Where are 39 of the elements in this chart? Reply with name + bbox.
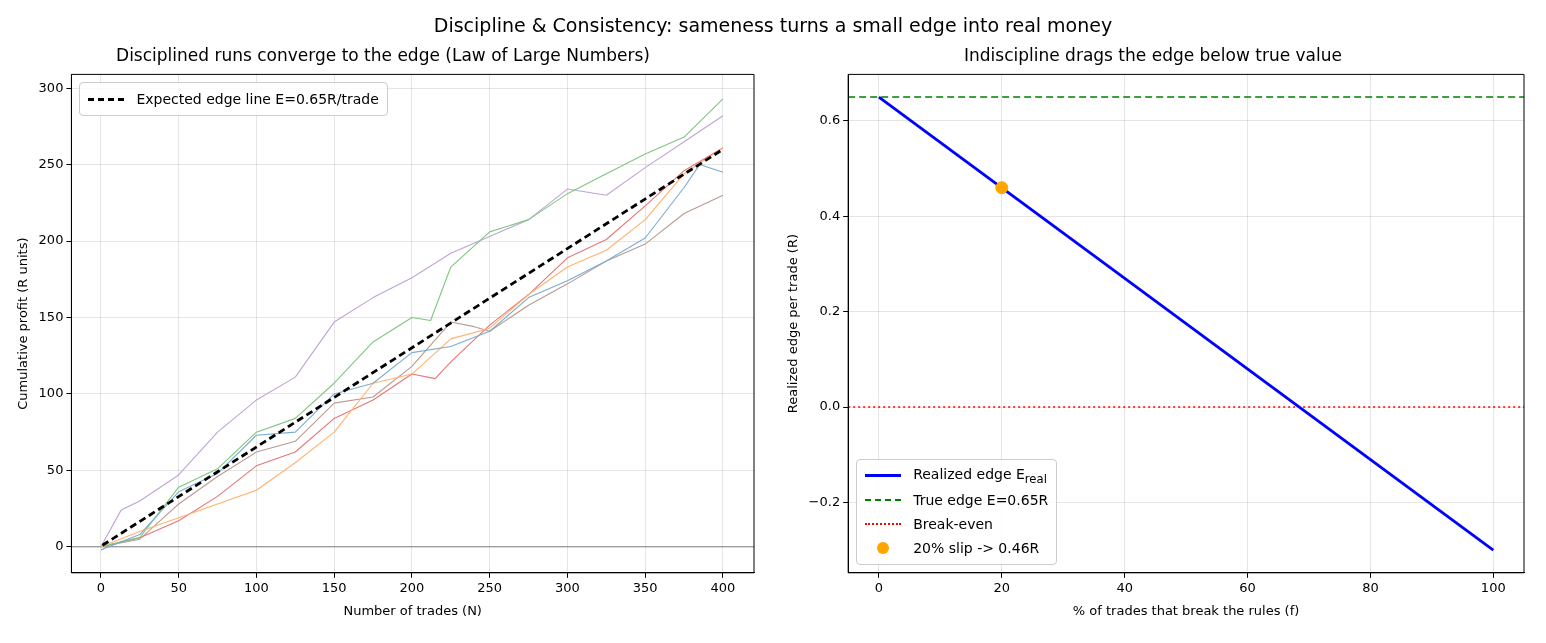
y-tick-label: 300	[38, 79, 64, 95]
chart-title: Disciplined runs converge to the edge (Law of Large Numbers)	[116, 44, 650, 65]
x-tick-label: 0	[874, 579, 884, 595]
x-tick-label: 250	[477, 579, 503, 595]
legend-label: Expected edge line E=0.65R/trade	[136, 91, 379, 108]
y-tick-label: 100	[38, 385, 64, 401]
y-tick-label: 0	[55, 538, 64, 554]
y-tick-label: 0.4	[819, 207, 841, 223]
y-tick-label: 0.2	[819, 303, 841, 319]
y-tick-label: 250	[38, 155, 64, 171]
text: Discipline & Consistency: sameness turns a small edge into real money	[432, 13, 1114, 38]
legend-label: True edge E=0.65R	[913, 491, 1049, 508]
x-tick-label: 50	[170, 579, 187, 595]
y-tick-label: −0.2	[808, 493, 841, 509]
y-axis-title: Cumulative profit (R units)	[15, 237, 31, 410]
chart-title: Indiscipline drags the edge below true value	[964, 44, 1342, 65]
x-axis-title: Number of trades (N)	[343, 602, 482, 618]
x-tick-label: 60	[1239, 579, 1256, 595]
x-tick-label: 20	[993, 579, 1011, 595]
x-tick-label: 0	[96, 579, 106, 595]
legend-label: 20% slip -> 0.46R	[913, 539, 1040, 556]
x-tick-label: 100	[1480, 579, 1506, 595]
y-tick-label: 200	[38, 232, 64, 248]
x-tick-label: 200	[399, 579, 425, 595]
x-tick-label: 80	[1362, 579, 1379, 595]
x-tick-label: 300	[555, 579, 580, 595]
y-axis-title: Realized edge per trade (R)	[785, 234, 801, 414]
x-tick-label: 350	[632, 579, 658, 595]
y-tick-label: 50	[46, 461, 64, 477]
x-tick-label: 100	[243, 579, 269, 595]
x-axis-title: % of trades that break the rules (f)	[1072, 602, 1300, 618]
legend-label: Realized edge E$_{real}$	[913, 465, 1047, 486]
y-tick-label: 0.6	[819, 112, 841, 128]
legend-label: Break-even	[913, 515, 993, 532]
x-tick-label: 150	[321, 579, 347, 595]
y-tick-label: 150	[38, 308, 64, 324]
x-tick-label: 40	[1116, 579, 1133, 595]
y-tick-label: 0.0	[819, 398, 841, 414]
x-tick-label: 400	[710, 579, 736, 595]
